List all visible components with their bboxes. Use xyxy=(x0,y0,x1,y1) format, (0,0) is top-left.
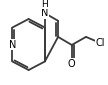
Text: Cl: Cl xyxy=(96,38,105,48)
Text: N: N xyxy=(9,40,16,49)
Text: O: O xyxy=(68,59,76,69)
Text: H: H xyxy=(41,0,48,9)
Text: N: N xyxy=(41,8,49,18)
